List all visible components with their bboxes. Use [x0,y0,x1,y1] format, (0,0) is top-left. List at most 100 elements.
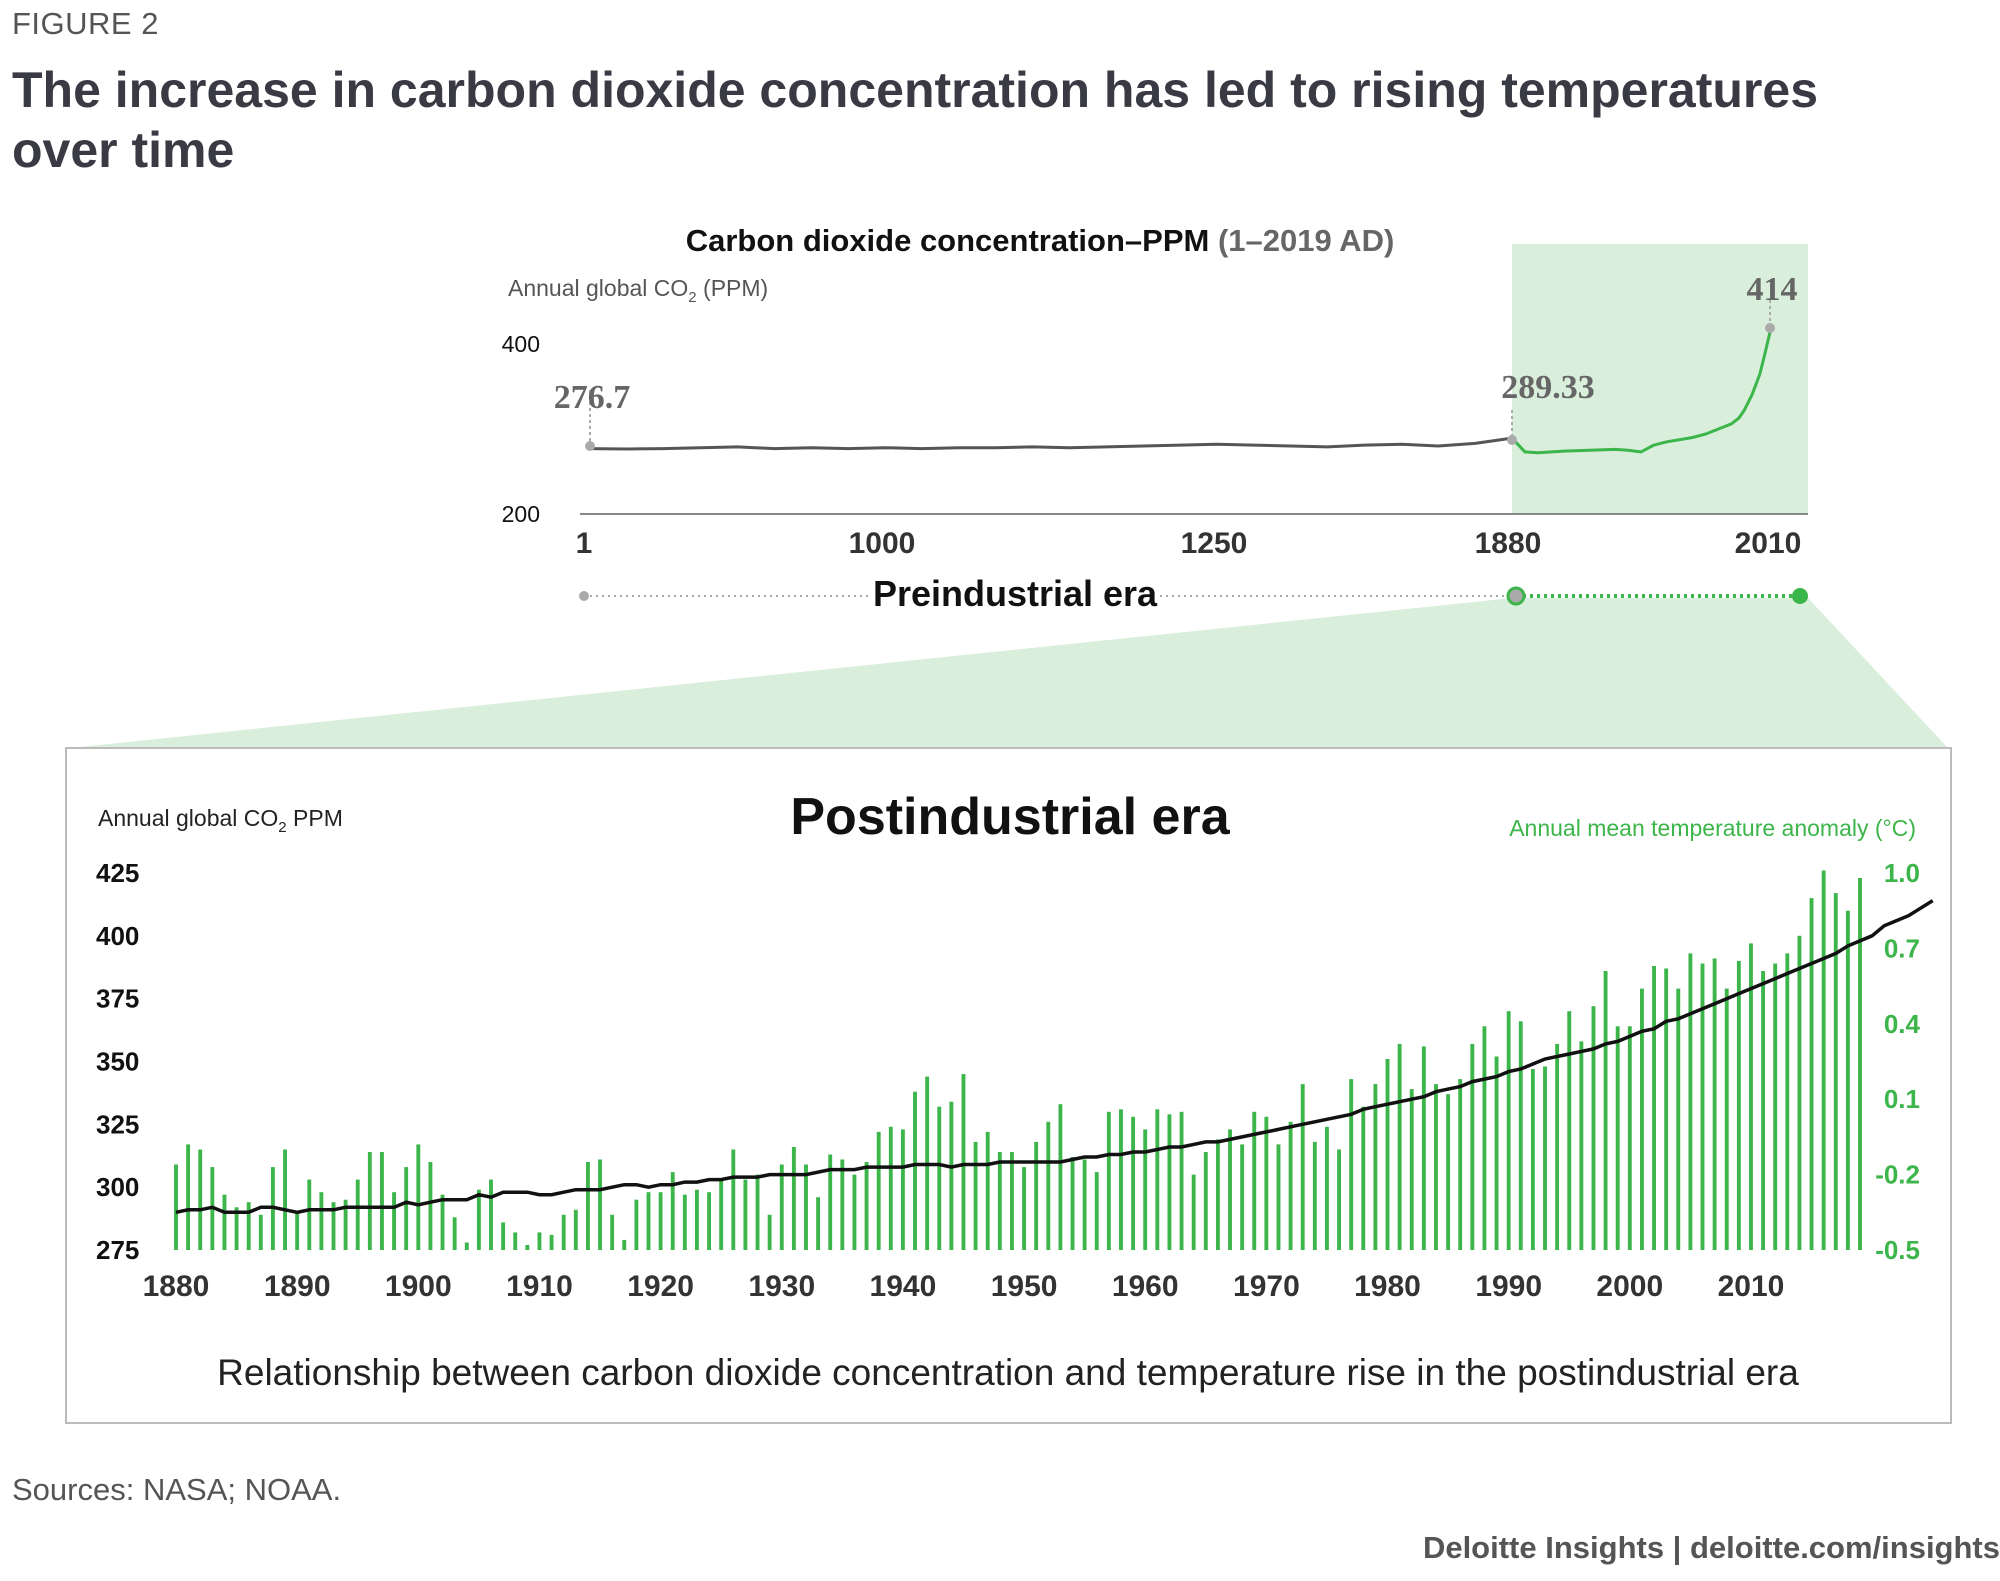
temperature-bar [1821,870,1826,1250]
temperature-bar [1591,1006,1596,1250]
temperature-bar [864,1162,869,1250]
temperature-bar [1809,898,1814,1250]
top-chart-ylabel: Annual global CO2 (PPM) [508,275,768,306]
annotation-dot-mid [1507,435,1517,445]
temperature-bar [428,1162,433,1250]
temperature-bar [658,1192,663,1250]
left-y-tick: 375 [96,984,139,1014]
temperature-bar [1833,893,1838,1250]
right-y-tick: 0.1 [1884,1084,1920,1114]
temperature-bar [1010,1152,1014,1250]
temperature-bar [1700,963,1705,1250]
temperature-bar [1736,961,1741,1250]
bottom-x-tick: 1890 [264,1270,331,1303]
bottom-x-tick: 1960 [1112,1270,1179,1303]
temperature-bar [1022,1167,1026,1250]
right-y-tick: 1.0 [1884,858,1920,888]
temperature-bar [731,1149,736,1250]
bottom-x-tick: 2000 [1596,1270,1663,1303]
zoom-funnel [70,598,1948,748]
preindustrial-chart: Carbon dioxide concentration–PPM (1–2019… [70,223,1948,748]
postindustrial-panel [65,747,1952,1424]
temperature-bar [743,1179,748,1250]
figure-canvas: Carbon dioxide concentration–PPM (1–2019… [65,223,1952,1424]
temperature-bar [622,1239,627,1250]
temperature-bar [1652,966,1656,1250]
temperature-bar [670,1172,675,1250]
temperature-bar [961,1074,966,1250]
temperature-bar [876,1131,881,1250]
temperature-bar [174,1164,178,1250]
temperature-bar [1288,1121,1293,1250]
temperature-bar [634,1199,639,1250]
temperature-bar [1276,1144,1281,1250]
temperature-bar [816,1197,821,1250]
temperature-bar [295,1212,300,1250]
temperature-bar [828,1154,833,1250]
temperature-bar [913,1091,917,1250]
bottom-x-tick: 1940 [870,1270,937,1303]
right-y-ticks: 1.0 0.7 0.4 0.1 -0.2 -0.5 [1875,858,1920,1265]
bottom-x-tick: 1930 [748,1270,815,1303]
right-axis-label: Annual mean temperature anomaly (°C) [1509,815,1916,841]
left-y-tick: 325 [96,1109,139,1139]
temperature-bar [1785,953,1790,1250]
temperature-bar [1845,910,1850,1250]
temperature-bar [1070,1157,1075,1250]
temperature-bar [779,1164,784,1250]
right-y-tick: 0.7 [1884,933,1920,963]
temperature-bar [489,1179,493,1250]
left-y-tick: 400 [96,921,139,951]
temperature-bar [1034,1141,1039,1250]
temperature-bar [610,1214,615,1250]
temperature-bar [1482,1026,1487,1250]
temperature-bar [585,1162,590,1250]
temperature-bar [1155,1109,1160,1250]
temperature-bar [1446,1094,1451,1250]
figure-label: FIGURE 2 [12,6,159,41]
temperature-bar [1627,1026,1632,1250]
temperature-bar [1361,1106,1366,1250]
bottom-x-tick: 1970 [1233,1270,1300,1303]
temperature-bar [1094,1172,1099,1250]
era-marker-start [579,591,589,601]
temperature-bar [234,1207,239,1250]
temperature-bar [1264,1116,1269,1250]
temperature-bar [476,1189,481,1250]
temperature-bar [1252,1111,1257,1250]
left-y-tick: 275 [96,1235,139,1265]
temperature-bar [549,1234,554,1250]
temperature-bar [380,1152,384,1250]
top-x-tick-1: 1 [576,527,593,560]
temperature-bar [198,1149,203,1250]
postindustrial-co2-line [1510,331,1772,455]
temperature-bar [1434,1084,1438,1250]
temperature-bar [186,1144,191,1250]
temperature-bar [791,1147,796,1250]
temperature-bar [537,1232,542,1250]
temperature-bar [440,1194,445,1250]
temperature-bars [174,870,1862,1250]
temperature-bar [1179,1111,1184,1250]
temperature-bar [1337,1149,1341,1250]
bottom-x-tick: 2010 [1718,1270,1785,1303]
temperature-bar [1615,1026,1620,1250]
top-x-tick-1880: 1880 [1475,527,1542,560]
temperature-bar [1470,1043,1475,1250]
temperature-bar [767,1214,772,1250]
temperature-bar [222,1194,227,1250]
figure-title: The increase in carbon dioxide concentra… [12,62,1819,178]
temperature-bar [1240,1144,1245,1250]
preindustrial-co2-line [589,436,1513,451]
temperature-bar [1312,1141,1317,1250]
top-y-tick-400: 400 [502,331,540,357]
right-y-tick: -0.5 [1875,1235,1920,1265]
preindustrial-era-label: Preindustrial era [873,573,1158,614]
temperature-bar [1749,943,1753,1250]
era-marker-end [1792,588,1808,604]
bottom-x-tick: 1920 [627,1270,694,1303]
temperature-bar [1373,1084,1378,1250]
temperature-bar [1797,935,1802,1250]
temperature-bar [1579,1041,1584,1250]
temperature-bar [1421,1046,1426,1250]
